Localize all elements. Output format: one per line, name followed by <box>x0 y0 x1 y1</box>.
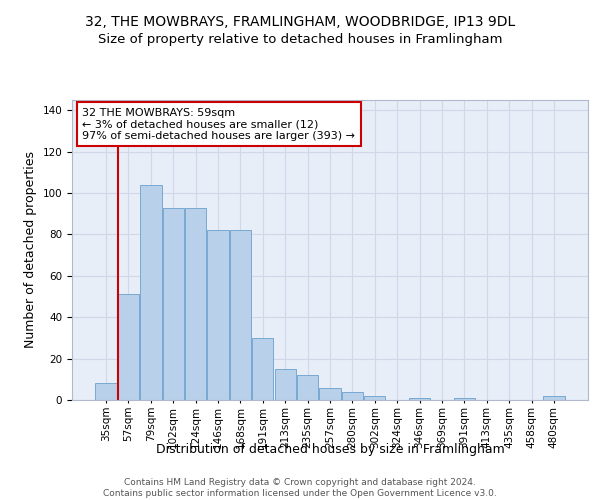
Text: Contains HM Land Registry data © Crown copyright and database right 2024.
Contai: Contains HM Land Registry data © Crown c… <box>103 478 497 498</box>
Text: 32 THE MOWBRAYS: 59sqm
← 3% of detached houses are smaller (12)
97% of semi-deta: 32 THE MOWBRAYS: 59sqm ← 3% of detached … <box>82 108 355 140</box>
Text: Distribution of detached houses by size in Framlingham: Distribution of detached houses by size … <box>155 442 505 456</box>
Bar <box>140 185 161 400</box>
Bar <box>95 384 117 400</box>
Bar <box>319 388 341 400</box>
Bar <box>230 230 251 400</box>
Bar <box>454 398 475 400</box>
Y-axis label: Number of detached properties: Number of detached properties <box>24 152 37 348</box>
Bar <box>118 294 139 400</box>
Bar <box>342 392 363 400</box>
Bar <box>185 208 206 400</box>
Bar <box>409 398 430 400</box>
Bar <box>275 369 296 400</box>
Bar <box>364 396 385 400</box>
Bar <box>297 375 318 400</box>
Bar <box>543 396 565 400</box>
Bar <box>252 338 274 400</box>
Bar <box>163 208 184 400</box>
Text: 32, THE MOWBRAYS, FRAMLINGHAM, WOODBRIDGE, IP13 9DL: 32, THE MOWBRAYS, FRAMLINGHAM, WOODBRIDG… <box>85 15 515 29</box>
Bar <box>208 230 229 400</box>
Text: Size of property relative to detached houses in Framlingham: Size of property relative to detached ho… <box>98 32 502 46</box>
